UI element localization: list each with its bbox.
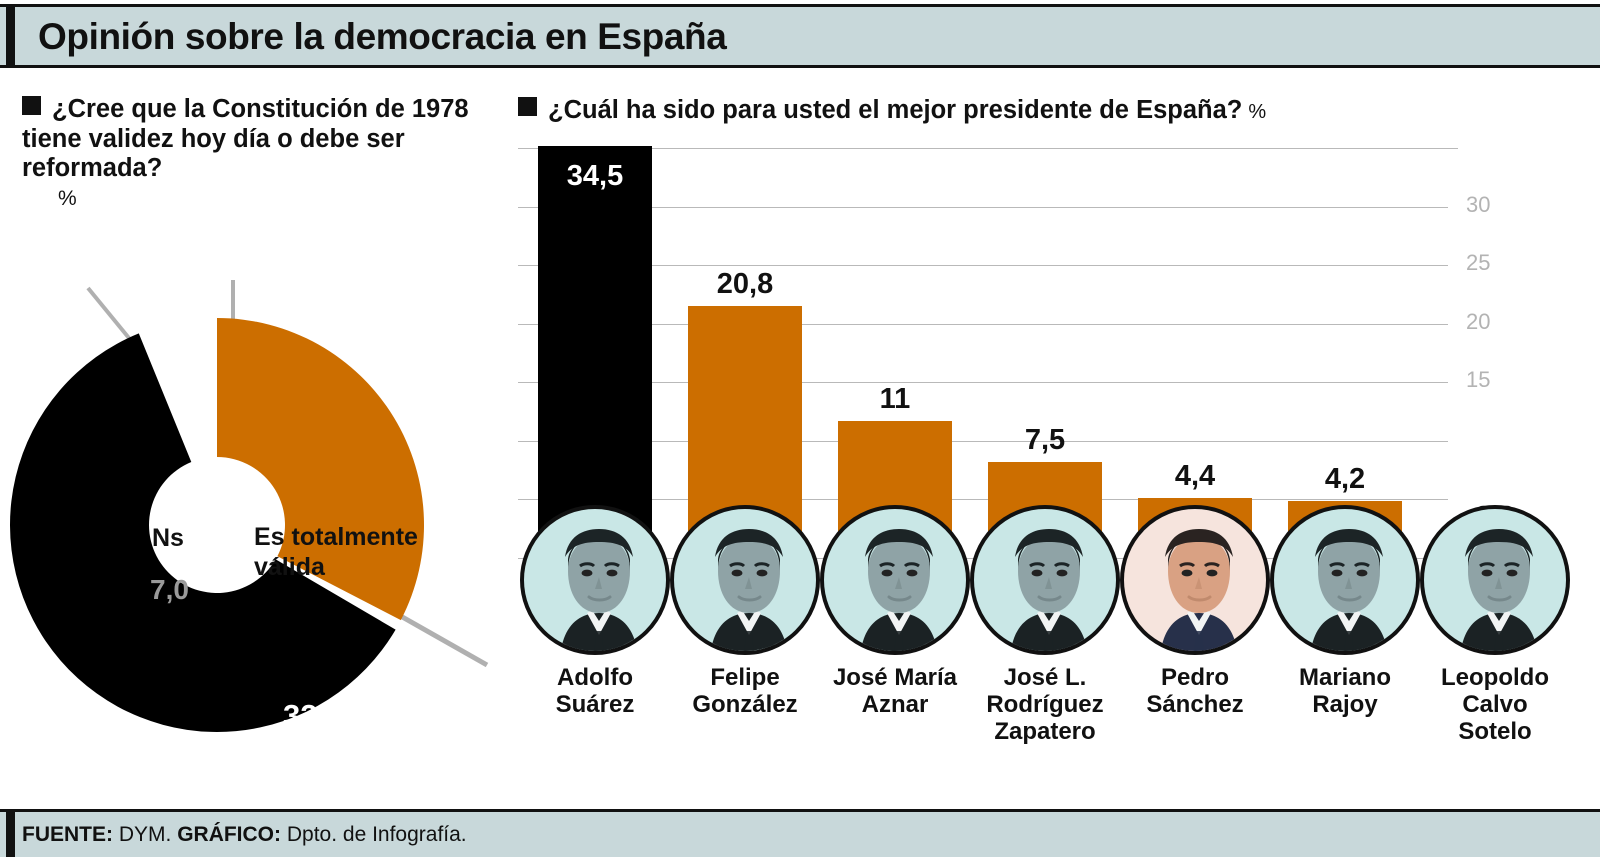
name-line-3: Zapatero [994,718,1096,746]
grafico-label: GRÁFICO: [177,822,282,846]
portrait-face-icon [560,529,638,651]
gridline-15 [518,382,1448,383]
portrait-0: Adolfo Suárez [520,505,670,718]
name-line-3: Sotelo [1458,718,1532,746]
page-title: Opinión sobre la democracia en España [38,15,727,57]
gridline-label-30: 30 [1466,192,1491,217]
portrait-name-3: José L. Rodríguez Zapatero [970,664,1120,745]
portrait-face-icon [1010,529,1088,651]
bullet-square-icon [22,96,41,115]
gridline-35 [518,148,1458,149]
fuente-value: DYM. [118,822,172,846]
left-question-heading: ¿Cree que la Constitución de 1978 tiene … [22,95,492,211]
portrait-2: José María Aznar [820,505,970,718]
portrait-circle-3 [970,505,1120,655]
leader-line-reformada [388,607,489,668]
portrait-name-4: Pedro Sánchez [1120,664,1270,718]
portrait-circle-4 [1120,505,1270,655]
bar-value-0: 34,5 [566,160,624,192]
portrait-face-icon [1160,529,1238,651]
donut-slices [9,318,425,732]
gridline-20 [518,324,1448,325]
label-ns: Ns [152,524,184,552]
portrait-face-icon [1460,529,1538,651]
footer-bar: FUENTE: DYM. GRÁFICO: Dpto. de Infografí… [0,809,1600,857]
grafico-value: Dpto. de Infografía. [286,822,467,846]
portrait-circle-0 [520,505,670,655]
portrait-5: Mariano Rajoy [1270,505,1420,718]
name-line-1: Leopoldo [1441,664,1549,691]
portrait-name-2: José María Aznar [820,664,970,718]
gridline-5 [518,499,1448,500]
label-valida: Es totalmente válida [254,523,418,581]
name-line-2: González [692,691,798,719]
name-line-2: Suárez [555,691,635,719]
portrait-name-0: Adolfo Suárez [520,664,670,718]
fuente-label: FUENTE: [22,822,113,846]
name-line-1: José L. [1003,664,1087,691]
portrait-circle-2 [820,505,970,655]
bar-value-1: 20,8 [716,268,774,300]
gridline-label-15: 15 [1466,367,1491,392]
name-line-2: Rajoy [1312,691,1378,719]
bullet-square-icon-2 [518,97,537,116]
name-line-1: Mariano [1298,664,1391,691]
portrait-face-icon [1310,529,1388,651]
portrait-3: José L. Rodríguez Zapatero [970,505,1120,745]
portrait-circle-5 [1270,505,1420,655]
donut-slice-reformada [9,333,396,732]
left-question-text: ¿Cree que la Constitución de 1978 tiene … [22,95,469,183]
portrait-name-6: Leopoldo Calvo Sotelo [1420,664,1570,745]
portrait-face-icon [860,529,938,651]
right-question-heading: ¿Cuál ha sido para usted el mejor presid… [518,96,1588,125]
bar-value-2: 11 [879,383,911,415]
name-line-1: Felipe [710,664,780,691]
bar-value-4: 4,4 [1174,460,1216,492]
bar-0 [538,146,652,550]
name-line-1: José María [832,664,958,691]
name-line-2: Calvo [1462,691,1528,719]
name-line-1: Adolfo [557,664,633,691]
source-line: FUENTE: DYM. GRÁFICO: Dpto. de Infografí… [22,823,467,847]
portrait-name-1: Felipe González [670,664,820,718]
portrait-6: Leopoldo Calvo Sotelo [1420,505,1570,745]
left-unit-label: % [58,186,77,210]
label-ns-value: 7,0 [150,574,189,605]
name-line-2: Aznar [861,691,929,719]
gridline-25 [518,265,1448,266]
donut-svg [9,280,489,732]
name-line-2: Sánchez [1146,691,1244,719]
bar-value-5: 4,2 [1324,463,1366,495]
bar-value-3: 7,5 [1024,424,1066,456]
gridline-label-25: 25 [1466,250,1491,275]
right-question-text: ¿Cuál ha sido para usted el mejor presid… [548,96,1243,124]
portrait-1: Felipe González [670,505,820,718]
name-line-1: Pedro [1160,664,1229,691]
right-unit-label: % [1248,101,1267,123]
portrait-circle-6 [1420,505,1570,655]
title-bar: Opinión sobre la democracia en España [0,4,1600,68]
gridline-label-20: 20 [1466,309,1491,334]
portrait-circle-1 [670,505,820,655]
portrait-4: Pedro Sánchez [1120,505,1270,718]
value-valida: 32,6% [283,698,371,733]
gridline-30 [518,207,1448,208]
gridline-10 [518,441,1448,442]
donut-chart: Ns 7,0 Es totalmente válida 32,6% 60,4% … [0,280,510,780]
portrait-face-icon [710,529,788,651]
name-line-2: Rodríguez [986,691,1104,719]
donut-slice-valida [217,318,425,621]
portrait-name-5: Mariano Rajoy [1270,664,1420,718]
portraits-row: Adolfo Suárez Felipe González [518,505,1588,745]
